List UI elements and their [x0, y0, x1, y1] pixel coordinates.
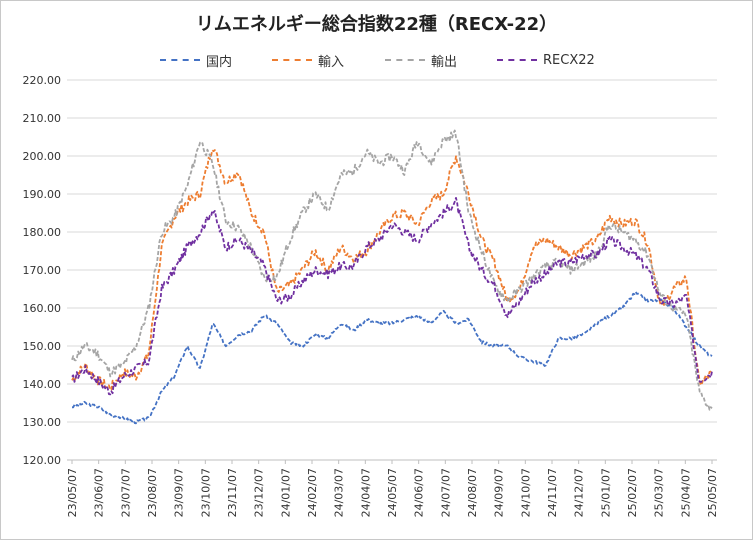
x-tick-label: 23/08/07 [146, 468, 159, 517]
y-tick-label: 190.00 [23, 188, 62, 201]
x-tick-label: 24/11/07 [546, 468, 559, 517]
x-tick-label: 25/05/07 [706, 468, 719, 517]
x-tick-label: 24/01/07 [279, 468, 292, 517]
legend-label-domestic: 国内 [206, 54, 233, 70]
chart-title: リムエネルギー総合指数22種（RECX-22） [195, 14, 558, 35]
legend-swatch-recx22 [497, 59, 537, 61]
y-tick-label: 220.00 [23, 74, 62, 87]
legend-item-import: 輸入 [272, 50, 344, 70]
x-tick-label: 24/08/07 [466, 468, 479, 517]
x-tick-label: 24/09/07 [493, 468, 506, 517]
x-tick-label: 23/07/07 [119, 468, 132, 517]
legend-swatch-export [385, 59, 425, 61]
series-line-3 [71, 197, 713, 396]
x-tick-label: 24/06/07 [413, 468, 426, 517]
x-tick-label: 24/03/07 [333, 468, 346, 517]
y-tick-label: 150.00 [23, 340, 62, 353]
x-tick-label: 24/05/07 [386, 468, 399, 517]
y-tick-label: 200.00 [23, 150, 62, 163]
y-tick-label: 130.00 [23, 416, 62, 429]
x-tick-label: 23/09/07 [173, 468, 186, 517]
series-line-1 [71, 149, 713, 391]
x-tick-label: 24/12/07 [573, 468, 586, 517]
x-tick-label: 25/04/07 [679, 468, 692, 517]
legend-item-export: 輸出 [385, 50, 457, 70]
x-tick-label: 25/01/07 [599, 468, 612, 517]
x-tick-label: 24/10/07 [519, 468, 532, 517]
x-tick-label: 25/03/07 [653, 468, 666, 517]
y-tick-label: 140.00 [23, 378, 62, 391]
y-tick-label: 160.00 [23, 302, 62, 315]
x-tick-label: 24/04/07 [359, 468, 372, 517]
legend-item-domestic: 国内 [160, 50, 232, 70]
x-tick-label: 23/05/07 [66, 468, 79, 517]
series-line-0 [72, 291, 713, 425]
y-tick-label: 210.00 [23, 112, 62, 125]
series-line-2 [71, 129, 713, 411]
legend-label-recx22: RECX22 [543, 52, 595, 68]
x-tick-label: 25/02/07 [626, 468, 639, 517]
y-tick-label: 180.00 [23, 226, 62, 239]
legend: 国内 輸入 輸出 RECX22 [0, 50, 753, 70]
y-tick-label: 170.00 [23, 264, 62, 277]
x-tick-label: 23/10/07 [199, 468, 212, 517]
legend-label-export: 輸出 [431, 54, 458, 70]
y-tick-label: 120.00 [23, 454, 62, 467]
legend-swatch-import [272, 59, 312, 61]
legend-item-recx22: RECX22 [497, 50, 595, 70]
legend-label-import: 輸入 [318, 54, 345, 70]
x-tick-label: 23/12/07 [253, 468, 266, 517]
x-tick-label: 24/02/07 [306, 468, 319, 517]
x-tick-label: 24/07/07 [439, 468, 452, 517]
x-tick-label: 23/11/07 [226, 468, 239, 517]
x-tick-label: 23/06/07 [93, 468, 106, 517]
legend-swatch-domestic [160, 59, 200, 61]
